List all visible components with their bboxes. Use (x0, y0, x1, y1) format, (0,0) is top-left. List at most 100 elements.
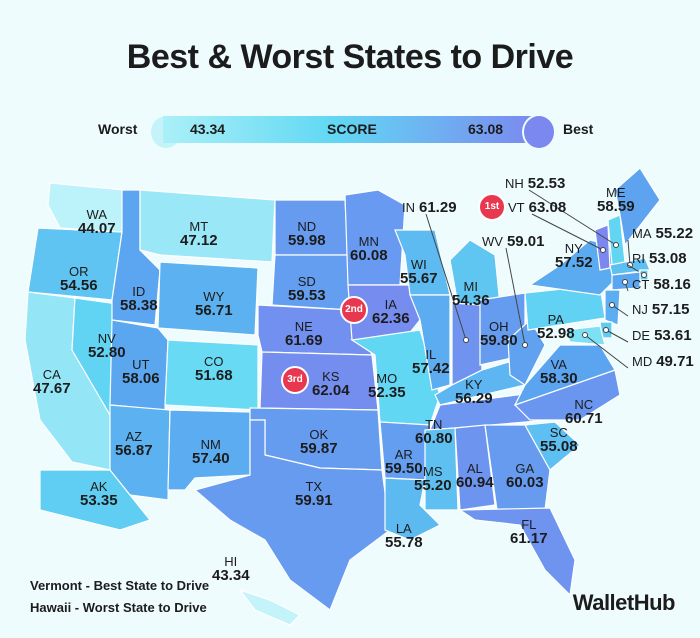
state-abbr: ID (132, 284, 146, 299)
state-score: 60.71 (565, 410, 603, 427)
leader-line-de (605, 329, 629, 343)
state-shape-fl (458, 507, 576, 597)
state-abbr: AZ (125, 429, 143, 444)
state-abbr: IN (402, 200, 415, 215)
state-shape-ga (484, 424, 551, 511)
state-label-mo: MO 52.35 (368, 372, 406, 401)
rank-badge-vt: 1st (478, 193, 506, 221)
state-score: 59.50 (385, 460, 423, 477)
state-abbr: KS (322, 369, 340, 384)
state-abbr: PA (547, 312, 564, 327)
state-label-ar: AR 59.50 (385, 448, 423, 477)
state-shape-il (409, 294, 451, 391)
state-label-ca: CA 47.67 (33, 368, 71, 397)
state-abbr: MI (463, 279, 478, 294)
state-score: 53.08 (649, 250, 687, 267)
state-shape-mt (139, 189, 276, 263)
state-label-hi: HI 43.34 (212, 555, 250, 584)
state-score: 52.80 (88, 344, 126, 361)
state-label-ms: MS 55.20 (414, 465, 452, 494)
leader-line-vt (531, 213, 604, 251)
leader-line-in (425, 213, 467, 341)
state-label-mn: MN 60.08 (350, 235, 388, 264)
state-score: 61.69 (285, 332, 323, 349)
state-label-tn: TN 60.80 (415, 418, 453, 447)
state-score: 59.53 (288, 287, 326, 304)
state-label-al: AL 60.94 (456, 462, 494, 491)
state-label-oh: OH 59.80 (480, 320, 518, 349)
state-score: 51.68 (195, 367, 233, 384)
state-score: 52.98 (537, 325, 575, 342)
state-score: 55.20 (414, 477, 452, 494)
state-score: 57.42 (412, 360, 450, 377)
state-shape-tx (193, 419, 391, 611)
state-score: 60.94 (456, 474, 494, 491)
state-abbr: CT (632, 277, 650, 292)
state-abbr: MS (423, 464, 443, 479)
state-label-ok: OK 59.87 (300, 428, 338, 457)
state-label-nh: NH 52.53 (505, 176, 565, 192)
leader-dot (627, 262, 633, 268)
state-score: 53.61 (654, 327, 692, 344)
state-label-ks: KS 62.04 (312, 370, 350, 399)
state-label-ne: NE 61.69 (285, 320, 323, 349)
state-score: 58.30 (540, 370, 578, 387)
state-score: 47.67 (33, 380, 71, 397)
state-label-ny: NY 57.52 (555, 242, 593, 271)
rank-badge-ks: 3rd (281, 366, 309, 394)
state-abbr: OH (489, 319, 509, 334)
leader-dot (613, 242, 619, 248)
state-label-ct: CT 58.16 (632, 277, 691, 293)
rank-badge-ia: 2nd (340, 296, 368, 324)
legend-max-value: 63.08 (468, 121, 504, 137)
state-abbr: NJ (632, 302, 648, 317)
state-label-la: LA 55.78 (385, 522, 423, 551)
state-score: 58.06 (122, 370, 160, 387)
state-score: 55.22 (655, 225, 694, 242)
leader-dot (600, 247, 606, 253)
state-label-vt: VT 63.08 (508, 200, 566, 216)
state-abbr: WY (203, 289, 225, 304)
state-label-ga: GA 60.03 (506, 462, 544, 491)
state-abbr: NV (97, 331, 116, 346)
state-shape-mi (449, 239, 501, 306)
footer-best: Vermont - Best State to Drive (30, 578, 210, 593)
state-shape-va (513, 344, 616, 407)
state-abbr: SC (549, 425, 568, 440)
state-abbr: WI (410, 257, 427, 272)
state-label-md: MD 49.71 (632, 354, 694, 370)
legend-score-label: SCORE (327, 121, 377, 137)
leader-dot (622, 279, 628, 285)
state-label-me: ME 58.59 (597, 186, 635, 215)
leader-dot (609, 302, 615, 308)
leader-dot (582, 332, 588, 338)
leader-dot (522, 342, 528, 348)
state-label-sd: SD 59.53 (288, 275, 326, 304)
state-abbr: WV (482, 234, 503, 249)
legend-best-swatch (522, 114, 556, 150)
state-abbr: GA (515, 461, 535, 476)
state-label-de: DE 53.61 (632, 328, 692, 344)
state-score: 44.07 (78, 220, 116, 237)
state-abbr: SD (297, 274, 316, 289)
state-score: 57.15 (651, 301, 690, 318)
state-score: 59.98 (288, 232, 326, 249)
state-label-ky: KY 56.29 (455, 378, 493, 407)
state-label-fl: FL 61.17 (510, 518, 548, 547)
state-abbr: IL (425, 347, 437, 362)
state-score: 58.59 (597, 198, 635, 215)
state-label-wv: WV 59.01 (482, 234, 545, 250)
state-shape-wv (507, 319, 546, 386)
wallethub-logo: WalletHub (572, 590, 676, 615)
state-abbr: UT (132, 357, 150, 372)
state-score: 57.52 (555, 254, 593, 271)
state-score: 62.36 (372, 310, 410, 327)
state-score: 56.29 (455, 390, 493, 407)
state-label-wa: WA 44.07 (78, 208, 116, 237)
state-score: 54.56 (60, 277, 98, 294)
state-score: 55.67 (400, 270, 438, 287)
leader-line-nh (528, 189, 617, 246)
state-score: 55.78 (385, 534, 423, 551)
state-score: 49.71 (656, 353, 694, 370)
